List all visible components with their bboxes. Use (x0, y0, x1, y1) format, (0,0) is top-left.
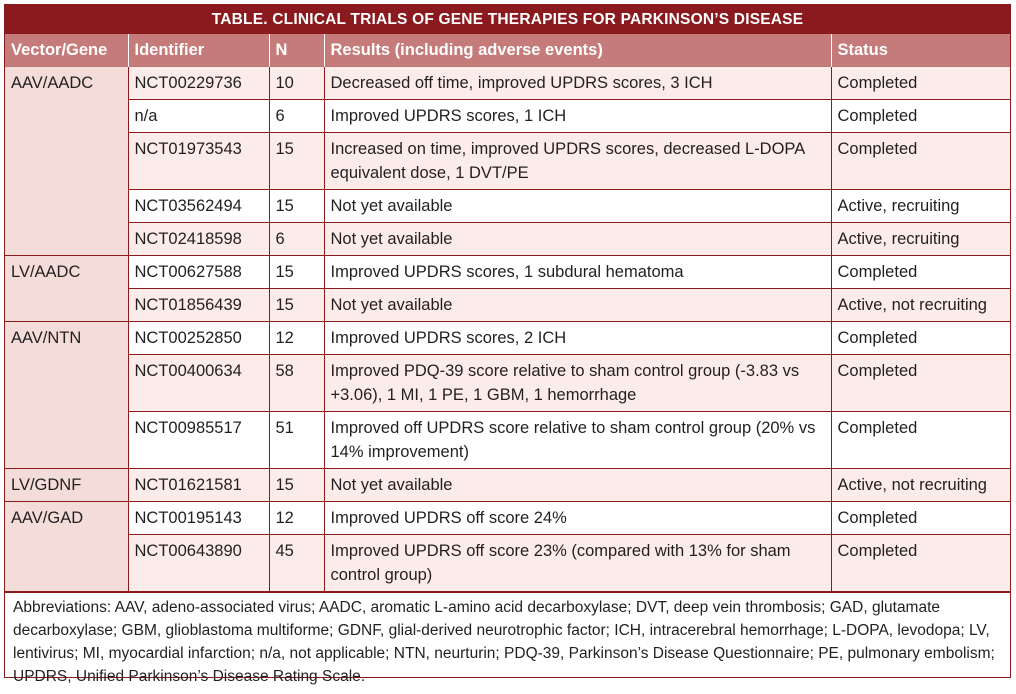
identifier-cell: NCT01856439 (128, 288, 270, 322)
results-cell: Improved UPDRS off score 24% (323, 501, 832, 535)
n-cell: 12 (268, 321, 325, 355)
status-cell: Active, not recruiting (830, 288, 1010, 322)
status-cell: Completed (830, 66, 1010, 100)
results-cell: Increased on time, improved UPDRS scores… (323, 132, 832, 190)
n-cell: 45 (268, 534, 325, 592)
identifier-cell: NCT00627588 (127, 255, 270, 289)
table-row: NCT01856439 15 Not yet available Active, no… (5, 288, 1010, 322)
table-row: NCT03562494 15 Not yet available Active, re… (5, 189, 1010, 223)
vector-gene-cell: LV/GDNF (5, 468, 129, 502)
n-cell: 15 (268, 255, 325, 289)
identifier-cell: NCT00985517 (128, 411, 270, 469)
results-cell: Improved UPDRS scores, 1 ICH (323, 99, 832, 133)
identifier-cell: NCT02418598 (128, 222, 270, 256)
identifier-cell: NCT03562494 (128, 189, 270, 223)
n-cell: 15 (268, 468, 325, 502)
results-cell: Decreased off time, improved UPDRS score… (323, 66, 832, 100)
n-cell: 15 (268, 189, 325, 223)
status-cell: Active, recruiting (830, 222, 1010, 256)
status-cell: Completed (830, 354, 1010, 412)
status-cell: Active, recruiting (830, 189, 1010, 223)
n-cell: 15 (268, 132, 325, 190)
table-row: AAV/AADC NCT00229736 10 Decreased off time,… (5, 66, 1010, 256)
n-cell: 6 (268, 99, 325, 133)
table-title: TABLE. CLINICAL TRIALS OF GENE THERAPIES… (5, 5, 1010, 34)
table-row: NCT01973543 15 Increased on time, improved… (5, 132, 1010, 190)
header-identifier: Identifier (127, 34, 269, 67)
results-cell: Improved UPDRS scores, 1 subdural hemato… (323, 255, 832, 289)
header-status: Status (830, 34, 1010, 67)
n-cell: 15 (268, 288, 325, 322)
table-body: AAV/AADC NCT00229736 10 Decreased off time,… (5, 66, 1010, 592)
table-row: n/a 6 Improved UPDRS scores, 1 ICH Complete… (5, 99, 1010, 133)
results-cell: Not yet available (323, 468, 832, 502)
table-row: NCT00985517 51 Improved off UPDRS score re… (5, 411, 1010, 469)
identifier-cell: n/a (128, 99, 270, 133)
identifier-cell: NCT01621581 (127, 468, 270, 502)
vector-gene-cell: AAV/NTN (5, 321, 129, 469)
results-cell: Not yet available (323, 189, 832, 223)
results-cell: Improved UPDRS scores, 2 ICH (323, 321, 832, 355)
results-cell: Improved PDQ-39 score relative to sham c… (323, 354, 832, 412)
n-cell: 6 (268, 222, 325, 256)
status-cell: Completed (830, 255, 1010, 289)
table-row: LV/AADC NCT00627588 15 Improved UPDRS score… (5, 255, 1010, 322)
identifier-cell: NCT00229736 (127, 66, 270, 100)
table-row: NCT02418598 6 Not yet available Active, rec… (5, 222, 1010, 256)
n-cell: 51 (268, 411, 325, 469)
identifier-cell: NCT01973543 (128, 132, 270, 190)
results-cell: Not yet available (323, 222, 832, 256)
identifier-cell: NCT00643890 (128, 534, 270, 592)
header-vector: Vector/Gene (5, 34, 128, 67)
results-cell: Not yet available (323, 288, 832, 322)
n-cell: 58 (268, 354, 325, 412)
status-cell: Completed (830, 132, 1010, 190)
vector-gene-cell: AAV/AADC (5, 66, 129, 256)
identifier-cell: NCT00400634 (128, 354, 270, 412)
table-row: NCT00400634 58 Improved PDQ-39 score relat… (5, 354, 1010, 412)
n-cell: 10 (268, 66, 325, 100)
results-cell: Improved off UPDRS score relative to sha… (323, 411, 832, 469)
table-row: AAV/GAD NCT00195143 12 Improved UPDRS off s… (5, 501, 1010, 592)
trials-table: Vector/Gene Identifier N Results (includ… (5, 34, 1010, 592)
n-cell: 12 (268, 501, 325, 535)
table-row: NCT00643890 45 Improved UPDRS off score 23… (5, 534, 1010, 592)
table-row: AAV/NTN NCT00252850 12 Improved UPDRS score… (5, 321, 1010, 469)
identifier-cell: NCT00195143 (127, 501, 270, 535)
header-row: Vector/Gene Identifier N Results (includ… (5, 34, 1010, 67)
status-cell: Completed (830, 321, 1010, 355)
table-header: Vector/Gene Identifier N Results (includ… (5, 34, 1010, 67)
status-cell: Completed (830, 411, 1010, 469)
identifier-cell: NCT00252850 (127, 321, 270, 355)
trials-table-container: TABLE. CLINICAL TRIALS OF GENE THERAPIES… (4, 4, 1011, 685)
status-cell: Completed (830, 99, 1010, 133)
status-cell: Active, not recruiting (830, 468, 1010, 502)
results-cell: Improved UPDRS off score 23% (compared w… (323, 534, 832, 592)
abbreviations-footnote: Abbreviations: AAV, adeno-associated vir… (5, 592, 1010, 694)
header-results: Results (including adverse events) (323, 34, 831, 67)
table-row: LV/GDNF NCT01621581 15 Not yet available Act… (5, 468, 1010, 502)
status-cell: Completed (830, 501, 1010, 535)
vector-gene-cell: AAV/GAD (5, 501, 129, 592)
vector-gene-cell: LV/AADC (5, 255, 129, 322)
status-cell: Completed (830, 534, 1010, 592)
header-n: N (268, 34, 324, 67)
